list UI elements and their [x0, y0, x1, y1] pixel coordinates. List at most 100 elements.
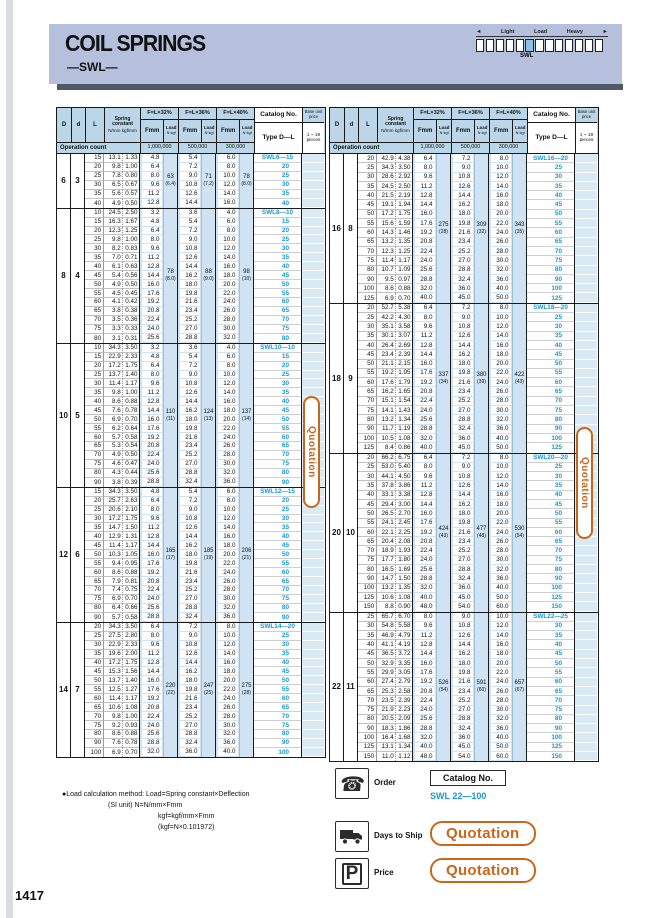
fmm-value: 27.0 — [452, 555, 473, 566]
load-cell: 124 (13) — [201, 343, 216, 487]
fmm-value: 19.2 — [414, 228, 435, 238]
fmm-value: 22.0 — [490, 518, 511, 528]
fmm-value: 12.6 — [179, 253, 200, 263]
table-row: 65 10.6 1.08 — [85, 703, 139, 713]
spring-constant-kgf: 1.00 — [123, 388, 139, 398]
catalog-l-suffix: 50 — [527, 659, 574, 669]
fmm-value: 12.8 — [141, 397, 162, 407]
D-value: 6 — [57, 154, 71, 208]
spring-constant-kgf: 1.86 — [396, 724, 412, 734]
fmm-value: 18.0 — [217, 541, 238, 551]
fmm-value: 14.0 — [217, 388, 238, 398]
price-cell — [575, 200, 597, 210]
spring-constant-kgf: 1.05 — [123, 550, 139, 560]
size-block-8x4: 8 4 10 24.5 2.50 15 16.3 1.67 20 12.3 1.… — [57, 208, 325, 344]
l-value: 40 — [358, 191, 377, 201]
scale-segment — [535, 39, 544, 52]
spring-constant-n: 7.6 — [103, 738, 124, 748]
catalog-l-suffix: 40 — [527, 491, 574, 500]
D-value: 10 — [57, 343, 71, 487]
spring-constant-kgf: 0.50 — [123, 280, 139, 290]
fmm-value: 24.0 — [217, 298, 238, 307]
spring-constant-n: 3.8 — [104, 477, 124, 487]
price-cell — [575, 724, 597, 734]
fmm-value: 19.2 — [141, 433, 162, 442]
fmm-value: 10.0 — [217, 370, 238, 380]
fmm-value: 16.0 — [141, 280, 162, 290]
col-header-d: d — [71, 108, 85, 142]
spring-constant-kgf: 0.50 — [125, 199, 138, 207]
spring-constant-n: 8.6 — [103, 397, 124, 407]
fmm-value: 16.0 — [414, 509, 435, 519]
table-row: 30 28.6 2.92 — [358, 172, 412, 182]
d-value: 8 — [344, 154, 358, 303]
price-cell — [575, 677, 597, 687]
spring-constant-kgf: 0.56 — [123, 271, 139, 281]
spring-constant-kgf: 1.94 — [396, 201, 412, 210]
col-header-fmm: Fmm — [183, 127, 198, 134]
l-value: 75 — [85, 721, 104, 730]
fmm-value: 20.0 — [217, 280, 238, 290]
footnote-line: ●Load calculation method: Load=Spring co… — [62, 791, 250, 798]
fmm-value: 6.0 — [217, 217, 238, 227]
table-row: 150 11.0 1.12 — [358, 752, 412, 762]
price-cell — [302, 738, 324, 748]
table-row: 80 3.1 0.31 — [85, 333, 139, 343]
table-row: 40 17.2 1.75 — [85, 658, 139, 668]
table-row: 55 9.4 0.95 — [85, 559, 139, 569]
fmm-value: 20.8 — [414, 537, 435, 547]
fmm-value: 12.6 — [452, 631, 473, 641]
l-value: 55 — [358, 668, 377, 678]
spring-constant-n: 26.4 — [376, 340, 397, 351]
fmm-value: 36.0 — [452, 583, 473, 593]
size-block-6x3: 6 3 15 13.1 1.33 20 9.8 1.00 25 7.8 0.80… — [57, 154, 325, 209]
fmm-value: 23.4 — [452, 237, 473, 247]
table-row: 35 37.8 3.86 — [358, 481, 412, 491]
fmm-value: 40.0 — [490, 433, 511, 444]
fmm-value: 18.0 — [490, 499, 511, 510]
col-header-load: Load N·kgf — [201, 120, 216, 142]
price-cell — [302, 333, 324, 343]
spring-constant-kgf: 2.50 — [123, 209, 139, 218]
fmm-value: 28.8 — [452, 565, 473, 575]
table-row: 30 11.4 1.17 — [85, 379, 139, 389]
table-row: 55 6.2 0.64 — [85, 424, 139, 434]
spring-constant-n: 66.2 — [376, 453, 397, 463]
spring-constant-n: 17.6 — [376, 378, 397, 388]
spring-constant-kgf: 2.79 — [396, 678, 412, 687]
catalog-number: SWL10—10 — [254, 344, 301, 353]
catalog-l-suffix: 30 — [254, 181, 301, 190]
fmm-value: 18.0 — [217, 406, 238, 416]
l-value: 60 — [358, 228, 377, 238]
table-row: 45 11.4 1.17 — [85, 541, 139, 551]
table-row: 40 8.6 0.88 — [85, 397, 139, 407]
fmm-value: 32.0 — [414, 284, 435, 294]
fmm-value: 25.2 — [179, 315, 200, 325]
l-value: 25 — [358, 612, 377, 622]
fmm-value: 28.8 — [179, 603, 200, 613]
fmm-value: 6.4 — [141, 622, 162, 632]
l-value: 30 — [85, 244, 104, 254]
load-cell: 220 (22) — [163, 622, 178, 757]
price-cell — [575, 209, 597, 220]
fmm-value: 22.0 — [490, 219, 511, 229]
price-cell — [575, 378, 597, 388]
fmm-value: 19.8 — [179, 289, 200, 298]
d-value: 6 — [71, 487, 85, 622]
fmm-value: 10.0 — [217, 171, 238, 181]
spring-constant-kgf: 1.00 — [123, 712, 139, 722]
table-row: 25 9.8 1.00 — [85, 235, 139, 245]
fmm-value: 17.6 — [414, 219, 435, 229]
spring-constant-kgf: 0.44 — [123, 469, 139, 478]
table-row: 90 14.7 1.50 — [358, 574, 412, 584]
fmm-value: 7.2 — [179, 622, 200, 632]
fmm-value: 3.6 — [179, 343, 200, 353]
spring-constant-n: 8.6 — [103, 568, 124, 578]
fmm-value: 25.2 — [452, 546, 473, 556]
spec-table-right: D d L Spring constant N/mm kgf/mm Operati… — [329, 107, 599, 763]
spring-constant-n: 5.4 — [103, 271, 124, 281]
fmm-value: 26.0 — [217, 306, 238, 316]
fmm-value: 24.0 — [141, 721, 162, 730]
price-cell — [575, 555, 597, 566]
l-value: 90 — [358, 274, 377, 285]
